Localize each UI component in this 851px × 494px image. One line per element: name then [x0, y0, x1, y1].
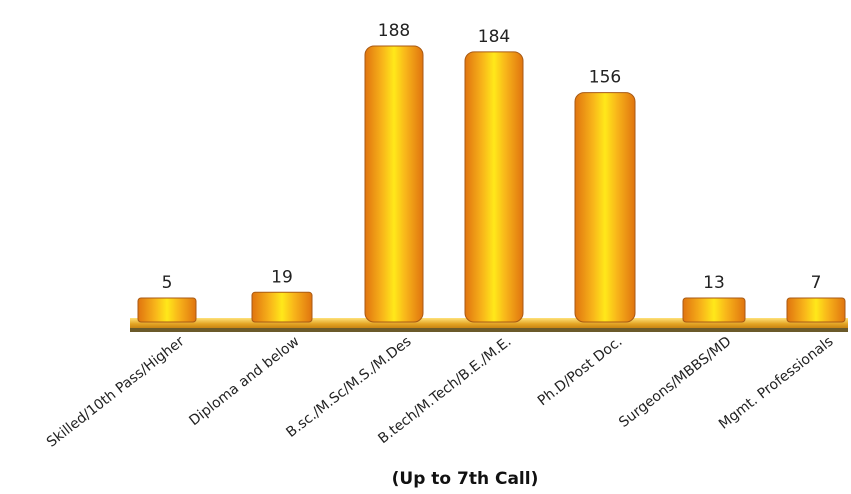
bar-1	[251, 291, 313, 323]
bar-6	[786, 297, 846, 323]
value-label-0: 5	[162, 273, 173, 293]
bar-3	[464, 51, 524, 323]
value-label-4: 156	[589, 68, 621, 88]
value-label-6: 7	[811, 273, 822, 293]
tick-label-0: Skilled/10th Pass/Higher	[44, 333, 188, 450]
tick-label-4: Ph.D/Post Doc.	[535, 334, 626, 410]
tick-label-5: Surgeons/MBBS/MD	[616, 334, 734, 431]
bar-5	[682, 297, 746, 323]
value-label-2: 188	[378, 21, 410, 41]
value-label-3: 184	[478, 27, 510, 47]
baseline-shadow	[130, 328, 848, 332]
value-label-1: 19	[271, 267, 293, 287]
bar-0	[137, 297, 197, 323]
value-label-5: 13	[703, 273, 725, 293]
tick-label-1: Diploma and below	[186, 334, 302, 430]
chart-caption: (Up to 7th Call)	[392, 469, 539, 489]
bar-2	[364, 45, 424, 323]
baseline	[130, 318, 848, 328]
tick-label-6: Mgmt. Professionals	[716, 334, 837, 433]
bar-4	[574, 92, 636, 323]
